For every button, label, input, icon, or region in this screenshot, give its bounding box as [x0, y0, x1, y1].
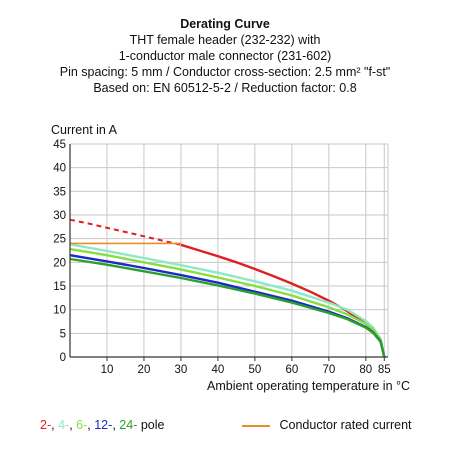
- series-24-pole: [69, 257, 386, 358]
- pole-legend-item: ,: [51, 418, 59, 432]
- x-tick-label: 30: [175, 364, 188, 376]
- chart-subtitle-line-2: 1-conductor male connector (231-602): [118, 49, 332, 63]
- x-tick-label: 20: [138, 364, 151, 376]
- x-tick-label: 50: [248, 364, 261, 376]
- y-tick-label: 30: [53, 210, 66, 222]
- series-group: [69, 218, 386, 358]
- series-6-pole: [69, 247, 386, 358]
- y-tick-label: 40: [53, 163, 66, 175]
- chart-subtitle-line-4: Based on: EN 60512-5-2 / Reduction facto…: [93, 81, 357, 95]
- pole-legend-item: 24-: [119, 418, 138, 432]
- chart-subtitle-line-3: Pin spacing: 5 mm / Conductor cross-sect…: [59, 65, 391, 79]
- x-tick-label: 80: [359, 364, 372, 376]
- x-axis-label: Ambient operating temperature in °C: [207, 379, 410, 393]
- pole-legend-item: ,: [87, 418, 95, 432]
- pole-legend-item: 4-: [58, 418, 70, 432]
- pole-legend: 2-, 4-, 6-, 12-, 24- pole: [40, 418, 164, 432]
- conductor-legend: Conductor rated current: [242, 418, 412, 432]
- y-tick-label: 45: [53, 139, 66, 151]
- pole-legend-item: ,: [112, 418, 120, 432]
- chart-title: Derating Curve: [180, 17, 270, 31]
- y-tick-label: 5: [60, 328, 66, 340]
- conductor-legend-swatch: [242, 424, 270, 427]
- y-tick-label: 10: [53, 305, 66, 317]
- x-tick-label: 40: [212, 364, 225, 376]
- x-tick-label: 85: [378, 364, 391, 376]
- x-tick-label: 10: [101, 364, 114, 376]
- y-axis-label: Current in A: [51, 123, 118, 137]
- chart-title-block: Derating Curve THT female header (232-23…: [0, 16, 450, 96]
- pole-legend-item: 6-: [76, 418, 88, 432]
- x-tick-label: 70: [322, 364, 335, 376]
- pole-legend-item: ,: [69, 418, 77, 432]
- y-tick-label: 20: [53, 257, 66, 269]
- grid: [70, 143, 389, 357]
- series-2-pole-extrapolated: [69, 218, 182, 246]
- pole-legend-item: pole: [137, 418, 165, 432]
- y-ticks: 0 5 10 15 20 25 30 35 40 45: [53, 139, 66, 364]
- y-tick-label: 35: [53, 186, 66, 198]
- y-tick-label: 0: [60, 352, 66, 364]
- y-tick-label: 25: [53, 234, 66, 246]
- x-tick-label: 60: [285, 364, 298, 376]
- pole-legend-item: 12-: [94, 418, 113, 432]
- y-tick-label: 15: [53, 281, 66, 293]
- x-ticks: 10 20 30 40 50 60 70 80 85: [101, 357, 391, 376]
- pole-legend-item: 2-: [40, 418, 52, 432]
- series-4-pole: [69, 243, 386, 358]
- conductor-legend-label: Conductor rated current: [279, 418, 412, 432]
- chart-subtitle-line-1: THT female header (232-232) with: [129, 33, 321, 47]
